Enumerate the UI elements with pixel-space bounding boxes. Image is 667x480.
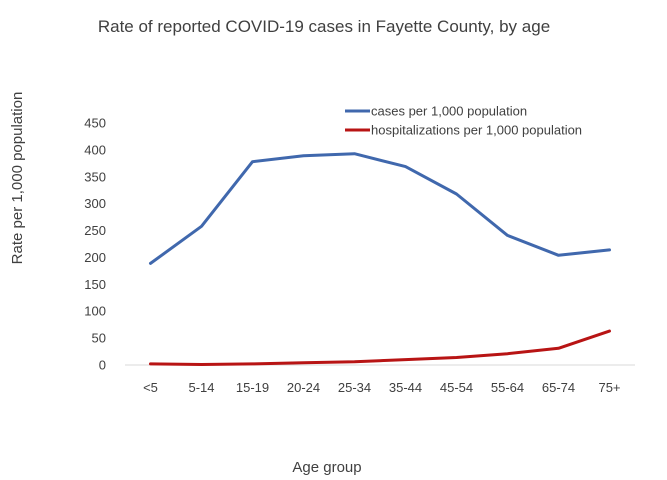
y-tick-label: 50 (92, 331, 106, 346)
y-tick-label: 150 (84, 277, 106, 292)
y-tick-label: 250 (84, 223, 106, 238)
hospitalizations-series-line (149, 329, 611, 366)
x-tick-label: 15-19 (236, 380, 269, 395)
x-tick-label: 35-44 (389, 380, 422, 395)
x-tick-label: 20-24 (287, 380, 320, 395)
chart-title: Rate of reported COVID-19 cases in Fayet… (98, 17, 550, 36)
legend: cases per 1,000 population hospitalizatio… (345, 104, 582, 138)
x-tick-label: 65-74 (542, 380, 575, 395)
x-tick-label: 75+ (598, 380, 620, 395)
x-tick-labels: <5 5-14 15-19 20-24 25-34 35-44 45-54 55-64 65-7… (143, 380, 620, 395)
x-tick-label: 55-64 (491, 380, 524, 395)
y-axis-title: Rate per 1,000 population (9, 92, 26, 265)
legend-label: hospitalizations per 1,000 population (371, 123, 582, 138)
x-tick-label: <5 (143, 380, 158, 395)
y-tick-label: 400 (84, 142, 106, 157)
y-tick-label: 100 (84, 304, 106, 319)
y-tick-label: 200 (84, 250, 106, 265)
x-axis-title: Age group (292, 459, 361, 476)
y-tick-labels: 0 50 100 150 200 250 300 350 400 450 (84, 116, 106, 373)
y-tick-label: 0 (99, 358, 106, 373)
x-tick-label: 5-14 (188, 380, 214, 395)
series-lines (149, 152, 611, 366)
legend-label: cases per 1,000 population (371, 104, 527, 119)
y-tick-label: 300 (84, 196, 106, 211)
x-tick-label: 45-54 (440, 380, 473, 395)
x-tick-label: 25-34 (338, 380, 371, 395)
cases-series-line (149, 152, 611, 265)
y-tick-label: 350 (84, 169, 106, 184)
y-tick-label: 450 (84, 116, 106, 131)
